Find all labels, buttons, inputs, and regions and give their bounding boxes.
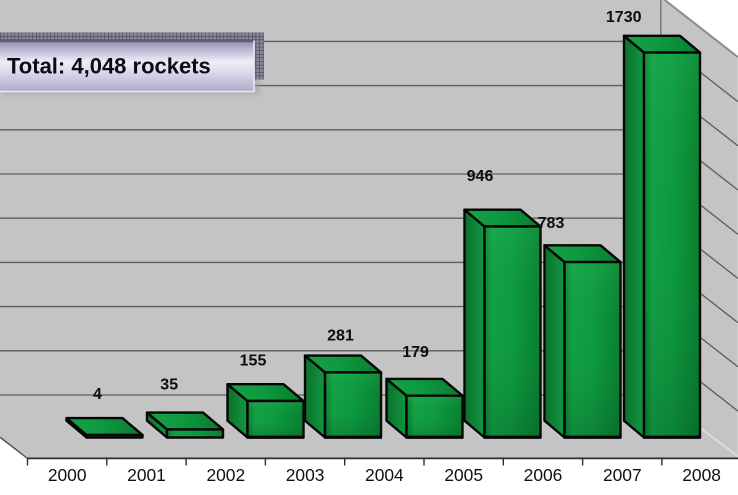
svg-text:2003: 2003	[286, 465, 325, 485]
svg-text:2001: 2001	[127, 465, 166, 485]
svg-text:2007: 2007	[603, 465, 642, 485]
svg-text:946: 946	[467, 168, 494, 185]
svg-text:4: 4	[93, 386, 102, 403]
svg-text:281: 281	[327, 328, 354, 345]
svg-text:179: 179	[402, 344, 429, 361]
svg-text:155: 155	[240, 353, 267, 370]
svg-text:2006: 2006	[524, 465, 563, 485]
svg-text:2008: 2008	[682, 465, 721, 485]
svg-text:2004: 2004	[365, 465, 404, 485]
svg-text:2000: 2000	[48, 465, 87, 485]
svg-text:Total: 4,048 rockets: Total: 4,048 rockets	[7, 53, 211, 78]
svg-text:783: 783	[538, 215, 565, 232]
svg-text:2005: 2005	[444, 465, 483, 485]
svg-text:35: 35	[160, 377, 178, 394]
svg-text:2002: 2002	[206, 465, 245, 485]
svg-text:1730: 1730	[606, 9, 642, 26]
